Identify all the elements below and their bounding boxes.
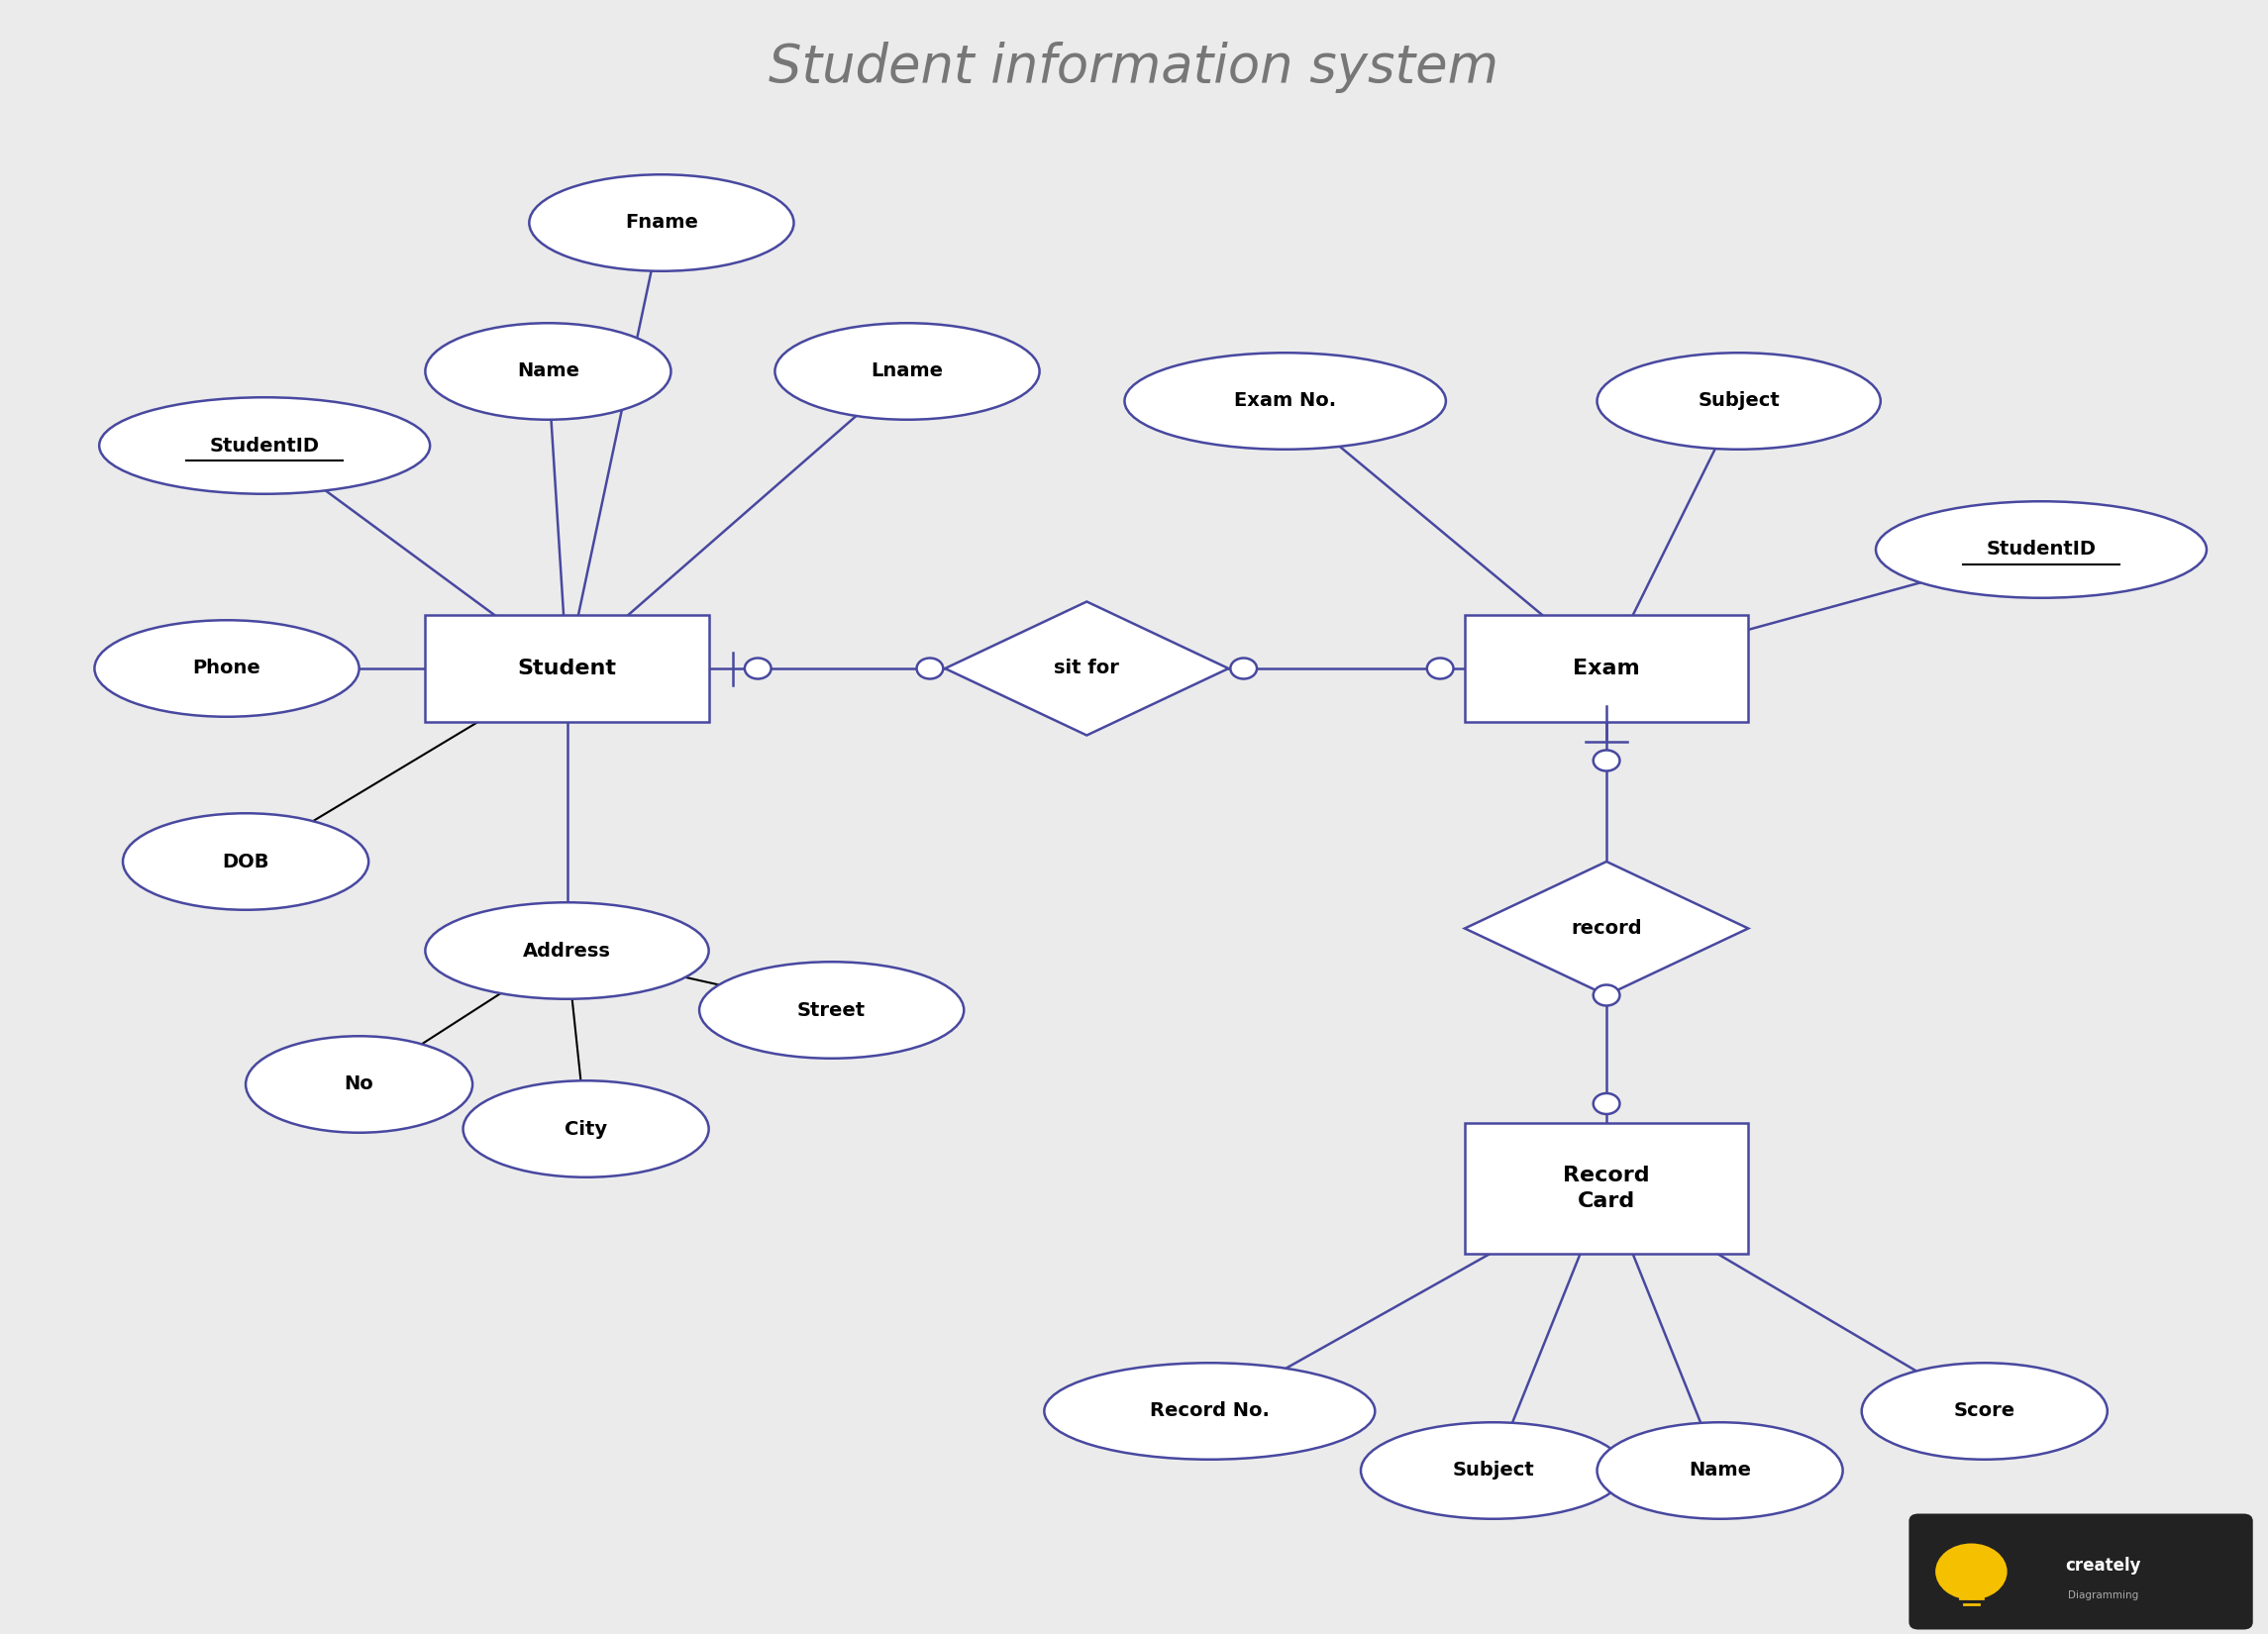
Text: Student: Student <box>517 659 617 678</box>
Text: City: City <box>565 1119 608 1139</box>
Text: Subject: Subject <box>1452 1461 1533 1480</box>
Text: Street: Street <box>798 1000 866 1020</box>
Circle shape <box>1427 659 1454 678</box>
Text: Exam No.: Exam No. <box>1234 392 1336 410</box>
Text: StudentID: StudentID <box>1987 541 2096 559</box>
Circle shape <box>744 659 771 678</box>
Ellipse shape <box>122 814 367 910</box>
Text: Exam: Exam <box>1574 659 1640 678</box>
Text: Diagramming: Diagramming <box>2068 1590 2139 1600</box>
Text: StudentID: StudentID <box>209 436 320 454</box>
FancyBboxPatch shape <box>1465 614 1749 722</box>
Polygon shape <box>946 601 1229 735</box>
Ellipse shape <box>426 902 708 998</box>
Text: Name: Name <box>1690 1461 1751 1480</box>
Ellipse shape <box>426 324 671 420</box>
Ellipse shape <box>1597 1422 1842 1520</box>
Text: No: No <box>345 1075 374 1093</box>
Ellipse shape <box>1597 353 1880 449</box>
Circle shape <box>1935 1544 2007 1600</box>
Circle shape <box>1592 1093 1619 1114</box>
Text: DOB: DOB <box>222 853 270 871</box>
Text: Name: Name <box>517 363 578 381</box>
Text: creately: creately <box>2066 1557 2141 1575</box>
Ellipse shape <box>1876 502 2207 598</box>
Text: Record
Card: Record Card <box>1563 1165 1649 1211</box>
Text: Score: Score <box>1953 1402 2016 1420</box>
Circle shape <box>916 659 943 678</box>
Ellipse shape <box>463 1080 708 1176</box>
Circle shape <box>1592 985 1619 1005</box>
Ellipse shape <box>1125 353 1447 449</box>
Polygon shape <box>1465 861 1749 995</box>
FancyBboxPatch shape <box>1910 1513 2252 1629</box>
Ellipse shape <box>776 324 1039 420</box>
Text: Subject: Subject <box>1699 392 1780 410</box>
Ellipse shape <box>95 621 358 717</box>
Ellipse shape <box>100 397 431 493</box>
Text: Lname: Lname <box>871 363 943 381</box>
Circle shape <box>1229 659 1256 678</box>
Text: record: record <box>1572 918 1642 938</box>
Ellipse shape <box>699 962 964 1059</box>
Ellipse shape <box>528 175 794 271</box>
Circle shape <box>1592 750 1619 771</box>
Text: Record No.: Record No. <box>1150 1402 1270 1420</box>
FancyBboxPatch shape <box>1465 1123 1749 1253</box>
Ellipse shape <box>1043 1363 1374 1459</box>
Ellipse shape <box>1361 1422 1626 1520</box>
Ellipse shape <box>1862 1363 2107 1459</box>
Ellipse shape <box>245 1036 472 1132</box>
Text: sit for: sit for <box>1055 659 1120 678</box>
Text: Fname: Fname <box>626 214 699 232</box>
Text: Student information system: Student information system <box>769 41 1499 93</box>
FancyBboxPatch shape <box>424 614 708 722</box>
Text: Address: Address <box>524 941 610 961</box>
Text: Phone: Phone <box>193 659 261 678</box>
